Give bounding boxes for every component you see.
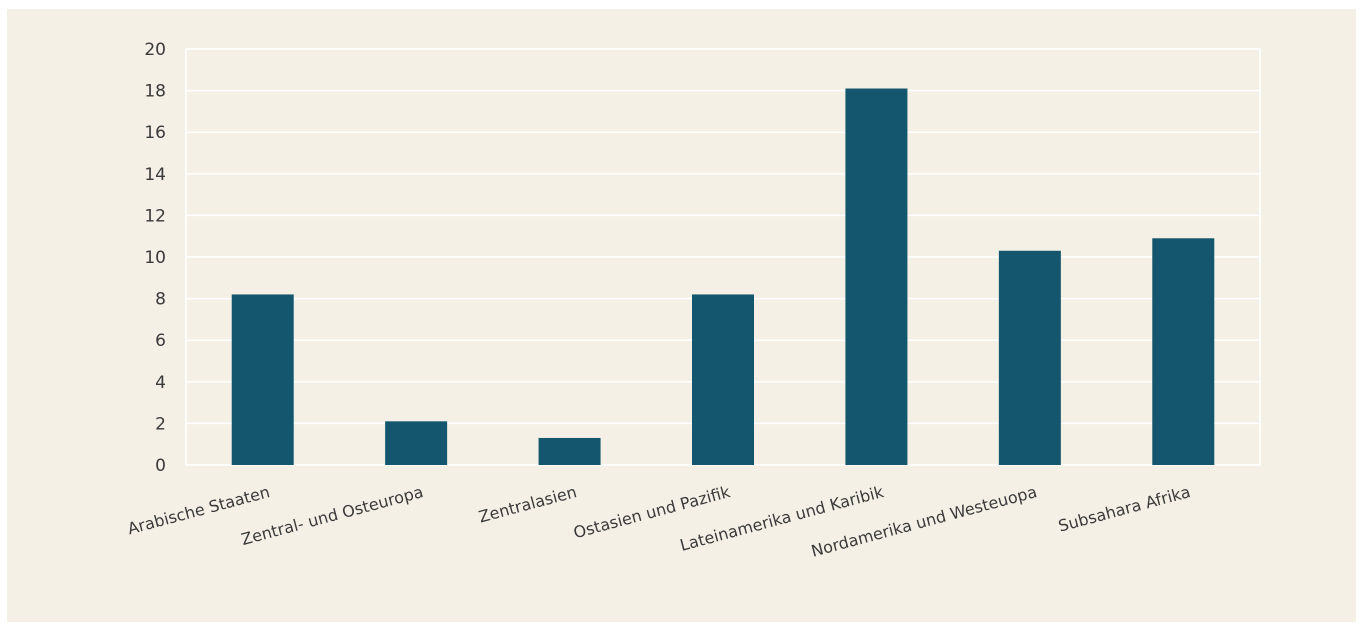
x-tick-label: Zentralasien — [477, 482, 579, 526]
y-tick-label: 16 — [144, 123, 166, 143]
y-tick-label: 20 — [144, 40, 166, 60]
bar — [385, 421, 448, 465]
y-tick-label: 10 — [144, 248, 166, 268]
y-tick-label: 14 — [144, 165, 166, 185]
y-axis-ticks: 0 2 4 6 8 10 12 14 16 18 20 — [144, 40, 166, 476]
bar — [692, 294, 754, 465]
bar — [1152, 238, 1215, 465]
bar — [998, 250, 1061, 465]
bars — [231, 88, 1215, 466]
y-tick-label: 6 — [155, 331, 166, 351]
y-tick-label: 8 — [155, 290, 166, 310]
y-tick-label: 18 — [144, 82, 166, 102]
bar — [845, 88, 908, 466]
bar — [231, 294, 294, 465]
y-tick-label: 4 — [155, 373, 166, 393]
bar — [538, 437, 601, 465]
y-tick-label: 12 — [144, 206, 166, 226]
x-tick-label: Subsahara Afrika — [1056, 482, 1192, 536]
y-tick-label: 2 — [155, 414, 166, 434]
y-tick-label: 0 — [155, 456, 166, 476]
